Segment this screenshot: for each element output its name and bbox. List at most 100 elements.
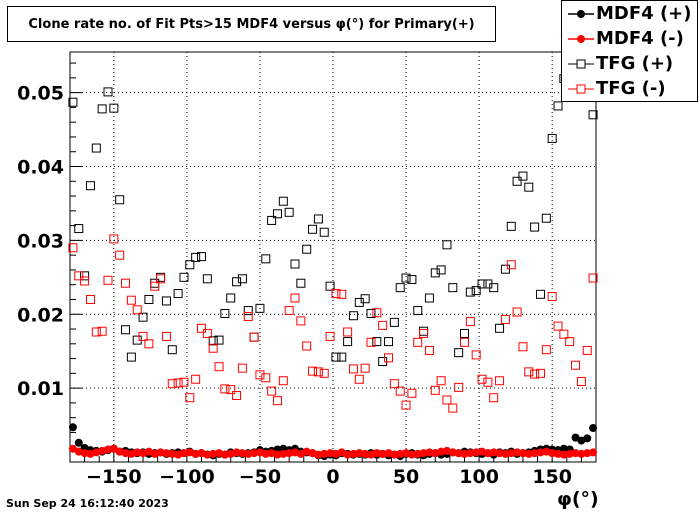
data-point [121,449,130,458]
data-point [267,215,277,225]
data-point [389,379,399,389]
data-point [133,448,142,457]
data-point [547,133,557,143]
data-point [284,306,294,316]
data-point [518,342,528,352]
data-point [331,289,341,299]
legend-open-square-black-icon [568,59,594,69]
data-point [237,363,247,373]
data-point [273,450,282,459]
legend-entry-mdf4-minus: MDF4 (-) [562,27,697,51]
data-point [535,368,545,378]
data-point [407,450,416,459]
data-point [167,345,177,355]
data-point [250,449,259,458]
data-point [203,450,212,459]
data-point [389,317,399,327]
data-point [390,450,399,459]
data-point [372,337,382,347]
data-point [296,316,306,326]
data-point [495,323,505,333]
data-point [407,275,417,285]
data-point [232,391,242,401]
data-point [255,303,265,313]
data-point [454,348,464,358]
data-point [559,450,568,459]
data-point [536,448,545,457]
data-point [261,254,271,264]
data-point [97,326,107,336]
data-point [466,449,475,458]
data-point [535,289,545,299]
data-point [559,329,569,339]
data-point [319,227,329,237]
y-tick-label: 0.03 [17,230,64,252]
legend-filled-circle-black-icon [568,10,594,18]
data-point [320,449,329,458]
data-point [103,87,113,97]
data-point [261,449,270,458]
data-point [348,364,358,374]
data-point [349,449,358,458]
x-tick-label: −150 [86,466,142,488]
data-point [191,374,201,384]
data-point [284,207,294,217]
data-point [448,448,457,457]
x-tick-label: 50 [393,466,419,488]
data-point [361,449,370,458]
data-point [506,260,516,270]
data-point [279,449,288,458]
data-point [477,279,487,289]
data-point [565,337,575,347]
data-point [313,214,323,224]
x-tick-label: 0 [326,466,339,488]
data-point [489,283,499,293]
data-point [68,97,78,107]
data-point [325,331,335,341]
data-point [121,325,131,335]
data-point [103,275,113,285]
data-point [553,321,563,331]
data-point [483,377,493,387]
data-point [583,434,592,443]
data-point [396,449,405,458]
data-point [588,273,598,283]
data-point [278,376,288,386]
data-point [465,287,475,297]
data-point [483,449,492,458]
data-point [589,424,598,433]
data-point [366,309,376,319]
legend-filled-circle-red-icon [568,35,594,43]
data-point [138,331,148,341]
data-point [220,384,230,394]
data-point [261,373,271,383]
y-tick-label: 0.01 [17,378,64,400]
data-point [249,332,259,342]
data-point [74,438,83,447]
legend-open-square-red-icon [568,84,594,94]
data-point [401,400,411,410]
data-point [471,286,481,296]
data-point [243,306,253,316]
data-point [232,277,242,287]
data-point [161,296,171,306]
data-point [238,449,247,458]
data-point [524,182,534,192]
data-point [209,449,218,458]
data-point [430,268,440,278]
marks-layer [68,73,598,461]
data-point [395,283,405,293]
data-point [173,378,183,388]
data-point [325,281,335,291]
legend-entry-tfg-minus: TFG (-) [562,77,697,101]
data-point [109,234,119,244]
data-point [512,176,522,186]
data-point [185,393,195,403]
legend-label-tfg-minus: TFG (-) [596,78,666,99]
legend-entry-mdf4-plus: MDF4 (+) [562,2,697,26]
data-point [85,181,95,191]
data-point [179,449,188,458]
data-point [161,331,171,341]
data-point [68,243,78,253]
data-point [401,273,411,283]
